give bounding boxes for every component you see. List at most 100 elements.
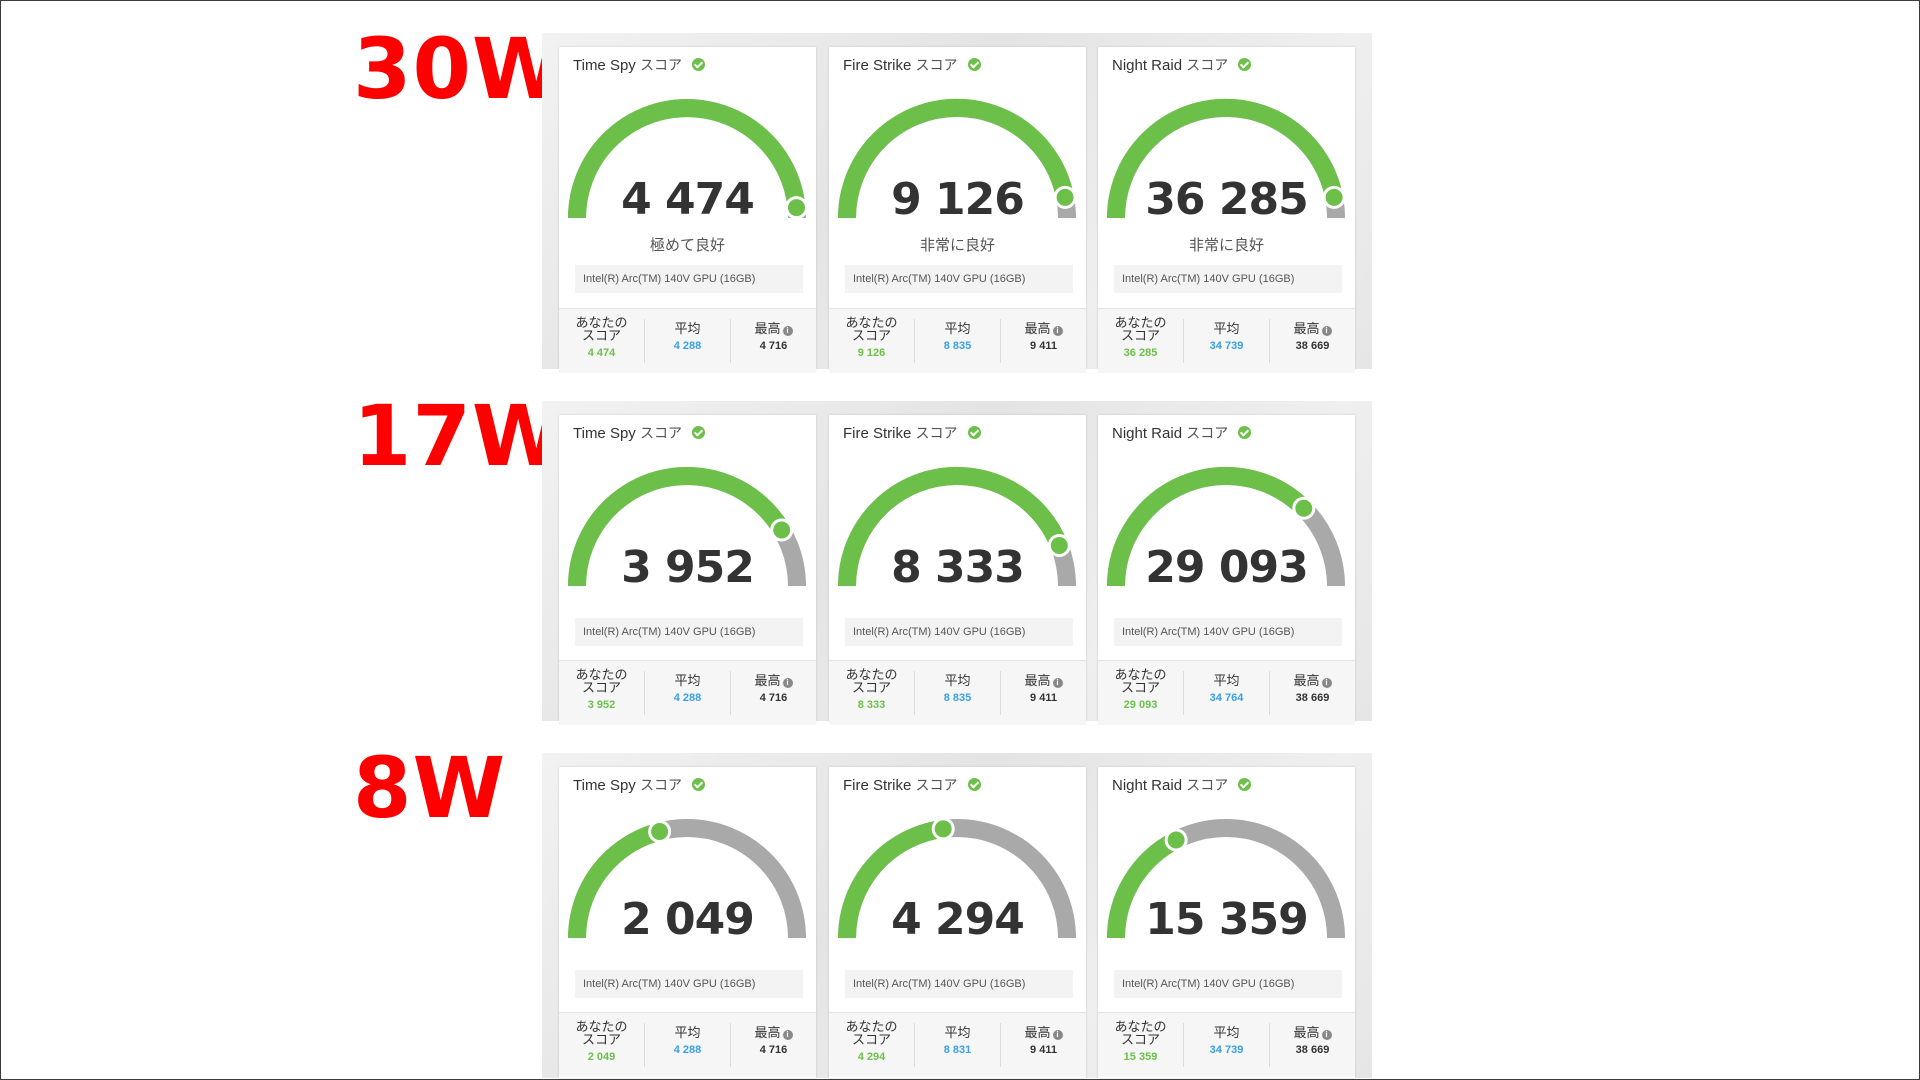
stat-label-best: 最高 i — [1270, 1027, 1355, 1040]
benchmark-name: Night Raid — [1112, 777, 1183, 794]
stat-value-average: 4 288 — [673, 692, 702, 704]
score-card-night-raid[interactable]: Night Raid スコア 36 285 非常に良好 Intel(R) Arc… — [1098, 47, 1355, 373]
stat-label-your-score: あなたのスコア — [1114, 668, 1167, 696]
stat-divider — [914, 319, 915, 363]
stat-label-your-score: あなたのスコア — [1114, 316, 1167, 344]
check-icon — [1238, 778, 1252, 791]
stat-your-score: あなたのスコア 15 359 — [1098, 1021, 1183, 1063]
info-icon[interactable]: i — [782, 326, 793, 336]
score-suffix: スコア — [915, 778, 958, 794]
score-card-fire-strike[interactable]: Fire Strike スコア 8 333 Intel(R) Arc(TM) 1… — [829, 415, 1086, 725]
score-value: 8 333 — [891, 542, 1025, 593]
card-title: Time Spy スコア — [573, 775, 706, 795]
info-icon[interactable]: i — [1052, 326, 1063, 336]
info-icon[interactable]: i — [1321, 678, 1332, 688]
stat-your-score: あなたのスコア 29 093 — [1098, 669, 1183, 711]
benchmark-name: Fire Strike — [843, 57, 912, 74]
gauge-fill — [568, 99, 806, 219]
stat-value-best: 38 669 — [1295, 340, 1330, 352]
gauge-fill — [1107, 831, 1181, 939]
gauge-marker — [785, 196, 808, 220]
stat-value-your-score: 9 126 — [857, 347, 886, 359]
info-icon[interactable]: i — [1052, 1030, 1063, 1040]
score-gauge — [568, 466, 806, 587]
gpu-name: Intel(R) Arc(TM) 140V GPU (16GB) — [1114, 265, 1342, 293]
stat-label-your-score: あなたのスコア — [575, 668, 628, 696]
stat-label-average: 平均 — [674, 674, 701, 689]
stat-your-score: あなたのスコア 36 285 — [1098, 317, 1183, 359]
score-rating: 極めて良好 — [649, 236, 725, 254]
gauge-marker — [1053, 185, 1077, 209]
info-icon[interactable]: i — [782, 678, 793, 688]
card-title: Fire Strike スコア — [843, 55, 981, 75]
stat-label-average: 平均 — [944, 1026, 971, 1041]
stat-best: 最高 i 38 669 — [1270, 675, 1355, 704]
stat-average: 平均 4 288 — [645, 323, 730, 352]
card-title: Time Spy スコア — [573, 423, 706, 443]
gauge-marker — [1047, 534, 1071, 557]
stat-value-average: 8 835 — [943, 340, 972, 352]
score-gauge — [837, 98, 1077, 219]
stat-label-average: 平均 — [1213, 322, 1240, 337]
power-label-30w: 30W — [353, 20, 566, 118]
stat-value-your-score: 29 093 — [1123, 699, 1158, 711]
score-stats: あなたのスコア 9 126 平均 8 835 最高 i 9 411 — [829, 308, 1086, 373]
stat-divider — [1183, 671, 1184, 715]
score-card-fire-strike[interactable]: Fire Strike スコア 4 294 Intel(R) Arc(TM) 1… — [829, 767, 1086, 1078]
score-suffix: スコア — [1186, 778, 1229, 794]
gauge-marker — [1292, 496, 1316, 520]
info-icon[interactable]: i — [782, 1030, 793, 1040]
stat-value-average: 34 739 — [1209, 340, 1244, 352]
benchmark-name: Time Spy — [573, 425, 636, 442]
card-title: Fire Strike スコア — [843, 423, 981, 443]
stat-value-best: 9 411 — [1030, 340, 1057, 352]
stat-label-best: 最高 i — [731, 1027, 816, 1040]
gauge-fill — [568, 466, 790, 587]
stat-value-your-score: 8 333 — [857, 699, 886, 711]
stat-best: 最高 i 4 716 — [731, 323, 816, 352]
stat-average: 平均 8 831 — [915, 1027, 1000, 1056]
stat-value-your-score: 3 952 — [587, 699, 616, 711]
score-card-time-spy[interactable]: Time Spy スコア 4 474 極めて良好 Intel(R) Arc(TM… — [559, 47, 816, 373]
card-title: Time Spy スコア — [573, 55, 706, 75]
score-card-night-raid[interactable]: Night Raid スコア 15 359 Intel(R) Arc(TM) 1… — [1098, 767, 1355, 1078]
stat-label-best: 最高 i — [731, 675, 816, 688]
score-card-fire-strike[interactable]: Fire Strike スコア 9 126 非常に良好 Intel(R) Arc… — [829, 47, 1086, 373]
info-icon[interactable]: i — [1321, 1030, 1332, 1040]
score-card-time-spy[interactable]: Time Spy スコア 3 952 Intel(R) Arc(TM) 140V… — [559, 415, 816, 725]
check-icon — [1238, 426, 1252, 439]
info-icon[interactable]: i — [1321, 326, 1332, 336]
gauge-fill — [838, 819, 945, 939]
score-value: 36 285 — [1145, 174, 1308, 225]
score-value: 4 294 — [891, 894, 1025, 945]
stat-divider — [1000, 671, 1001, 715]
info-icon[interactable]: i — [1052, 678, 1063, 688]
stat-your-score: あなたのスコア 4 294 — [829, 1021, 914, 1063]
stat-label-best: 最高 i — [1001, 1027, 1086, 1040]
gpu-name: Intel(R) Arc(TM) 140V GPU (16GB) — [575, 618, 803, 646]
stat-label-best-text: 最高 — [754, 674, 781, 689]
score-row-30w: Time Spy スコア 4 474 極めて良好 Intel(R) Arc(TM… — [542, 33, 1372, 373]
stat-divider — [644, 671, 645, 715]
check-icon — [692, 426, 706, 439]
stat-divider — [1269, 1023, 1270, 1067]
stat-value-average: 34 739 — [1209, 1044, 1244, 1056]
stat-value-best: 9 411 — [1030, 692, 1057, 704]
gauge-fill — [1106, 98, 1343, 219]
stat-best: 最高 i 9 411 — [1001, 323, 1086, 352]
stat-value-average: 34 764 — [1209, 692, 1244, 704]
gpu-name: Intel(R) Arc(TM) 140V GPU (16GB) — [1114, 618, 1342, 646]
gauge-fill — [837, 98, 1074, 219]
score-card-time-spy[interactable]: Time Spy スコア 2 049 Intel(R) Arc(TM) 140V… — [559, 767, 816, 1078]
stat-value-best: 4 716 — [759, 340, 788, 352]
stat-label-your-score: あなたのスコア — [575, 1020, 628, 1048]
stat-label-best-text: 最高 — [1293, 322, 1320, 337]
score-card-night-raid[interactable]: Night Raid スコア 29 093 Intel(R) Arc(TM) 1… — [1098, 415, 1355, 725]
stat-label-best-text: 最高 — [1024, 674, 1051, 689]
stat-label-average: 平均 — [674, 1026, 701, 1041]
score-value: 29 093 — [1145, 542, 1308, 593]
score-value: 15 359 — [1145, 894, 1308, 945]
stat-label-your-score: あなたのスコア — [575, 316, 628, 344]
score-gauge — [838, 466, 1076, 587]
stat-average: 平均 34 764 — [1184, 675, 1269, 704]
